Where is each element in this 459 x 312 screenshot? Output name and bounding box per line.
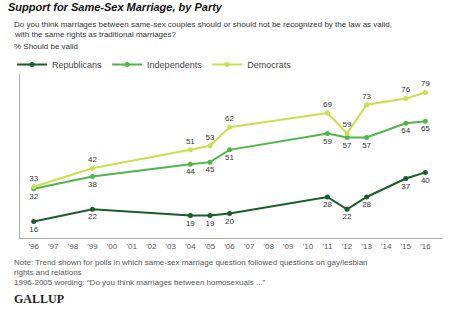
svg-text:'10: '10 xyxy=(303,242,314,251)
svg-text:20: 20 xyxy=(225,217,234,226)
svg-text:'97: '97 xyxy=(48,242,59,251)
svg-text:Republicans: Republicans xyxy=(52,60,102,70)
svg-text:'07: '07 xyxy=(244,242,255,251)
svg-text:62: 62 xyxy=(225,114,234,123)
svg-text:rights and relations: rights and relations xyxy=(14,268,82,277)
svg-text:'05: '05 xyxy=(205,242,216,251)
svg-text:Do you think marriages between: Do you think marriages between same-sex … xyxy=(14,20,392,29)
svg-text:'96: '96 xyxy=(28,242,39,251)
svg-text:% Should be valid: % Should be valid xyxy=(14,42,78,51)
svg-text:32: 32 xyxy=(29,192,38,201)
svg-text:28: 28 xyxy=(362,200,371,209)
svg-text:64: 64 xyxy=(401,126,410,135)
svg-text:73: 73 xyxy=(362,92,371,101)
svg-text:'99: '99 xyxy=(87,242,98,251)
svg-text:79: 79 xyxy=(421,79,430,88)
svg-text:44: 44 xyxy=(186,167,195,176)
svg-text:with the same rights as tradit: with the same rights as traditional marr… xyxy=(14,30,177,39)
svg-text:40: 40 xyxy=(421,176,430,185)
svg-text:76: 76 xyxy=(401,85,410,94)
svg-text:'03: '03 xyxy=(166,242,177,251)
svg-text:'13: '13 xyxy=(361,242,372,251)
svg-text:51: 51 xyxy=(225,153,234,162)
svg-text:'11: '11 xyxy=(323,242,333,251)
svg-text:38: 38 xyxy=(88,180,97,189)
svg-text:Note: Trend shown for polls in: Note: Trend shown for polls in which sam… xyxy=(14,258,368,267)
svg-text:Independents: Independents xyxy=(147,60,202,70)
svg-text:'09: '09 xyxy=(283,242,294,251)
svg-text:22: 22 xyxy=(343,212,352,221)
svg-text:65: 65 xyxy=(421,124,430,133)
svg-text:69: 69 xyxy=(323,100,332,109)
svg-text:59: 59 xyxy=(323,137,332,146)
svg-text:59: 59 xyxy=(343,120,352,129)
svg-text:'06: '06 xyxy=(224,242,235,251)
svg-text:'12: '12 xyxy=(342,242,353,251)
svg-text:19: 19 xyxy=(206,219,215,228)
svg-text:37: 37 xyxy=(401,182,410,191)
svg-text:53: 53 xyxy=(206,133,215,142)
svg-text:'01: '01 xyxy=(126,242,137,251)
svg-text:42: 42 xyxy=(88,155,97,164)
svg-text:'15: '15 xyxy=(401,242,412,251)
svg-text:19: 19 xyxy=(186,219,195,228)
svg-text:'98: '98 xyxy=(68,242,79,251)
svg-text:'08: '08 xyxy=(263,242,274,251)
svg-text:'02: '02 xyxy=(146,242,157,251)
svg-text:Support for Same-Sex Marriage,: Support for Same-Sex Marriage, by Party xyxy=(8,1,223,13)
svg-text:'16: '16 xyxy=(420,242,431,251)
svg-text:'00: '00 xyxy=(107,242,118,251)
svg-text:Democrats: Democrats xyxy=(247,60,291,70)
svg-text:45: 45 xyxy=(206,165,215,174)
svg-text:57: 57 xyxy=(362,141,371,150)
svg-text:57: 57 xyxy=(343,141,352,150)
svg-text:'14: '14 xyxy=(381,242,392,251)
svg-text:1996-2005 wording: “Do you thi: 1996-2005 wording: “Do you think marriag… xyxy=(14,278,266,287)
svg-text:16: 16 xyxy=(29,225,38,234)
svg-text:51: 51 xyxy=(186,137,195,146)
svg-text:28: 28 xyxy=(323,200,332,209)
svg-text:GALLUP: GALLUP xyxy=(14,292,64,306)
svg-text:22: 22 xyxy=(88,212,97,221)
svg-text:'04: '04 xyxy=(185,242,196,251)
svg-text:33: 33 xyxy=(29,174,38,183)
